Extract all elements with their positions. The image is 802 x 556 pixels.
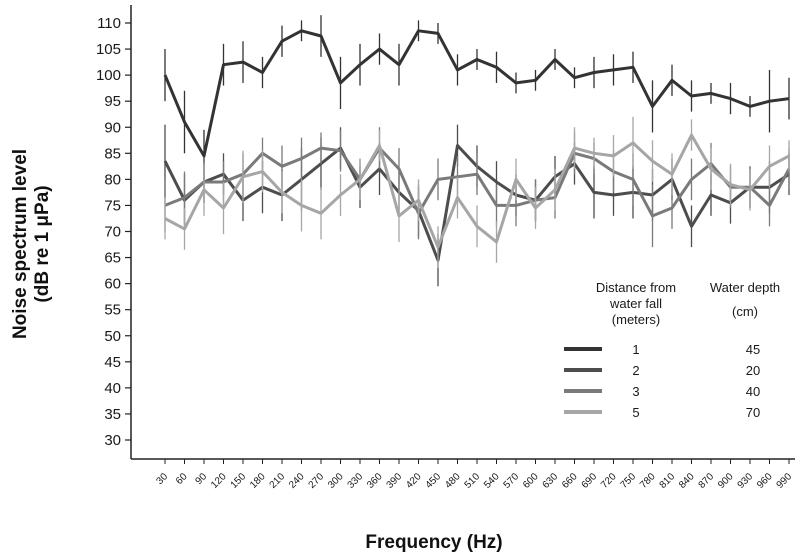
legend-header-distance: Distance from <box>596 280 676 295</box>
series-layer <box>163 15 791 287</box>
legend-distance: 5 <box>632 405 639 420</box>
x-tick-label: 150 <box>229 471 249 491</box>
x-tick-label: 630 <box>541 471 561 491</box>
x-tick-label: 780 <box>638 471 658 491</box>
legend-header-distance: (meters) <box>612 312 660 327</box>
x-tick-label: 180 <box>248 471 268 491</box>
x-tick-label: 90 <box>193 471 209 487</box>
legend-header-depth: (cm) <box>732 304 758 319</box>
x-tick-label: 300 <box>326 471 346 491</box>
y-tick-label: 70 <box>104 224 121 241</box>
x-tick-label: 690 <box>580 471 600 491</box>
legend-depth: 40 <box>746 384 760 399</box>
x-tick-label: 540 <box>482 471 502 491</box>
x-axis-title: Frequency (Hz) <box>365 532 502 553</box>
x-tick-label: 420 <box>404 471 424 491</box>
x-tick-label: 600 <box>521 471 541 491</box>
x-tick-label: 30 <box>154 471 170 487</box>
y-tick-label: 60 <box>104 276 121 293</box>
legend-distance: 1 <box>632 342 639 357</box>
x-tick-label: 570 <box>502 471 522 491</box>
x-tick-label: 870 <box>697 471 717 491</box>
y-tick-label: 30 <box>104 432 121 449</box>
legend-depth: 20 <box>746 363 760 378</box>
x-tick-label: 840 <box>677 471 697 491</box>
y-axis-title-line1: Noise spectrum level <box>10 149 31 339</box>
x-tick-label: 720 <box>599 471 619 491</box>
legend-distance: 3 <box>632 384 639 399</box>
x-tick-label: 810 <box>658 471 678 491</box>
y-tick-label: 105 <box>96 41 121 58</box>
x-tick-label: 270 <box>307 471 327 491</box>
legend-header-depth: Water depth <box>710 280 780 295</box>
legend-header-distance: water fall <box>609 296 662 311</box>
y-tick-label: 90 <box>104 119 121 136</box>
x-tick-label: 330 <box>346 471 366 491</box>
y-tick-label: 65 <box>104 250 121 267</box>
x-tick-label: 120 <box>209 471 229 491</box>
x-tick-label: 60 <box>174 471 190 487</box>
y-tick-label: 80 <box>104 171 121 188</box>
y-tick-label: 35 <box>104 406 121 423</box>
series-1 <box>163 15 790 182</box>
y-tick-label: 110 <box>97 15 121 32</box>
legend-depth: 70 <box>746 405 760 420</box>
x-tick-label: 990 <box>775 471 795 491</box>
series-4 <box>164 116 790 268</box>
x-tick-label: 360 <box>365 471 385 491</box>
y-axis-title-line2: (dB re 1 μPa) <box>32 185 53 302</box>
x-tick-label: 480 <box>443 471 463 491</box>
y-tick-label: 40 <box>104 380 121 397</box>
x-tick-label: 960 <box>755 471 775 491</box>
legend-depth: 45 <box>746 342 760 357</box>
x-tick-label: 930 <box>736 471 756 491</box>
y-tick-label: 75 <box>104 197 121 214</box>
y-tick-label: 55 <box>104 302 121 319</box>
x-tick-label: 450 <box>424 471 444 491</box>
x-tick-label: 750 <box>619 471 639 491</box>
x-tick-label: 660 <box>560 471 580 491</box>
x-tick-label: 900 <box>716 471 736 491</box>
y-tick-label: 100 <box>96 67 121 84</box>
y-tick-label: 50 <box>104 328 121 345</box>
y-tick-label: 45 <box>104 354 121 371</box>
legend-distance: 2 <box>632 363 639 378</box>
x-tick-label: 510 <box>463 471 483 491</box>
x-tick-label: 390 <box>385 471 405 491</box>
y-tick-label: 95 <box>104 93 121 110</box>
y-tick-label: 85 <box>104 145 121 162</box>
x-tick-label: 210 <box>268 471 288 491</box>
x-tick-label: 240 <box>287 471 307 491</box>
